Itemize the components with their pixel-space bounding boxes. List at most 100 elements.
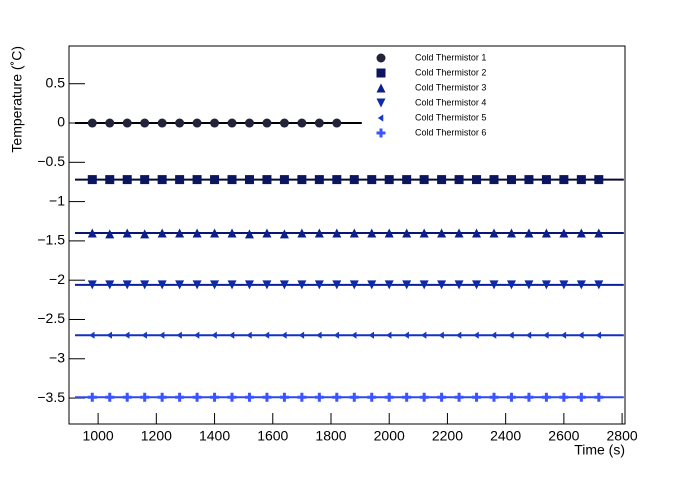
marker — [87, 118, 97, 128]
marker — [263, 331, 270, 339]
x-tick-label: 2200 — [432, 428, 463, 444]
marker — [349, 175, 359, 185]
marker — [524, 175, 534, 185]
x-tick-label: 1800 — [315, 428, 346, 444]
marker — [157, 175, 167, 185]
marker — [402, 228, 412, 238]
marker — [192, 118, 202, 128]
marker — [559, 392, 569, 402]
marker — [332, 175, 342, 185]
marker — [175, 175, 185, 185]
y-tick-label: 0 — [57, 114, 65, 130]
marker — [438, 331, 444, 339]
marker — [437, 175, 447, 185]
marker — [472, 392, 482, 402]
marker — [297, 392, 307, 402]
marker — [560, 331, 567, 339]
marker — [472, 175, 482, 185]
marker — [244, 175, 254, 185]
legend-marker — [376, 128, 386, 138]
marker — [349, 392, 359, 402]
marker — [419, 280, 429, 290]
marker — [105, 175, 115, 185]
marker — [419, 228, 429, 238]
marker — [524, 280, 534, 290]
marker — [298, 331, 305, 339]
marker — [524, 392, 534, 402]
marker — [141, 331, 147, 339]
marker — [244, 280, 254, 290]
marker — [419, 392, 429, 402]
marker — [559, 228, 569, 238]
legend-marker — [377, 114, 384, 122]
legend-label: Cold Thermistor 4 — [415, 97, 486, 107]
marker — [122, 280, 132, 290]
marker — [262, 280, 272, 290]
marker — [489, 175, 499, 185]
marker — [576, 280, 586, 290]
marker — [333, 331, 340, 339]
marker — [297, 228, 307, 238]
marker — [576, 392, 586, 402]
marker — [281, 331, 287, 339]
x-tick-label: 1600 — [257, 428, 288, 444]
y-tick-label: −3 — [49, 349, 65, 365]
marker — [210, 392, 220, 402]
marker — [454, 280, 464, 290]
marker — [506, 392, 516, 402]
marker — [541, 175, 551, 185]
marker — [314, 228, 324, 238]
legend-label: Cold Thermistor 5 — [415, 112, 486, 122]
marker — [541, 280, 551, 290]
marker — [175, 280, 185, 290]
marker — [332, 118, 342, 128]
x-tick-label: 1400 — [199, 428, 230, 444]
marker — [297, 118, 307, 128]
marker — [454, 392, 464, 402]
marker — [87, 280, 97, 290]
marker — [332, 228, 342, 238]
marker — [594, 175, 604, 185]
marker — [244, 392, 254, 402]
marker — [279, 175, 289, 185]
y-tick-label: −1 — [49, 192, 65, 208]
marker — [140, 229, 150, 239]
marker — [122, 175, 132, 185]
marker — [210, 118, 220, 128]
marker — [157, 280, 167, 290]
marker — [473, 331, 479, 339]
plot-frame — [68, 45, 626, 425]
marker — [175, 392, 185, 402]
marker — [472, 280, 482, 290]
marker — [316, 331, 322, 339]
marker — [124, 331, 130, 339]
legend-label: Cold Thermistor 2 — [415, 67, 486, 77]
marker — [384, 228, 394, 238]
marker — [244, 229, 254, 239]
marker — [87, 175, 97, 185]
marker — [87, 228, 97, 238]
marker — [122, 228, 132, 238]
marker — [192, 175, 202, 185]
marker — [210, 175, 220, 185]
marker — [594, 228, 604, 238]
marker — [159, 331, 165, 339]
legend-marker — [376, 83, 386, 93]
marker — [140, 175, 150, 185]
marker — [367, 280, 377, 290]
legend-marker — [376, 53, 386, 63]
marker — [157, 392, 167, 402]
x-tick-label: 2800 — [607, 428, 638, 444]
y-tick-label: −1.5 — [37, 232, 65, 248]
marker — [437, 280, 447, 290]
marker — [279, 280, 289, 290]
x-tick-label: 2600 — [548, 428, 579, 444]
marker — [559, 175, 569, 185]
marker — [227, 175, 237, 185]
marker — [454, 228, 464, 238]
marker — [349, 280, 359, 290]
marker — [594, 280, 604, 290]
marker — [559, 280, 569, 290]
y-tick-label: −2 — [49, 271, 65, 287]
